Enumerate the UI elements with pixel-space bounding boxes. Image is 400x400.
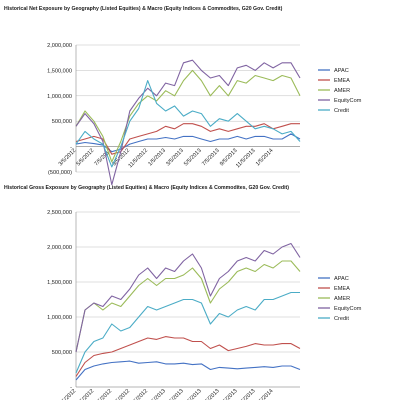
series-line-apac [75,360,301,381]
x-tick-label: 3/5/2012 [58,388,78,400]
legend-label: EquityCom [334,306,362,312]
x-tick-label: 7/5/2012 [94,388,114,400]
y-tick-label: 500,000 [52,119,72,125]
series-line-amer [75,69,301,163]
legend-label: APAC [334,68,349,74]
x-tick-label: 11/5/2012 [128,148,150,170]
chart-title: Historical Net Exposure by Geography (Li… [4,6,283,12]
legend-label: EMEA [334,286,350,292]
series-line-equitycom [75,242,301,353]
series-line-apac [75,133,301,153]
x-tick-label: 11/5/2013 [235,388,257,400]
x-tick-label: 5/5/2012 [76,388,96,400]
x-tick-label: 3/5/2012 [58,148,78,168]
net-exposure-chart: Historical Net Exposure by Geography (Li… [4,6,362,186]
y-tick-label: 1,500,000 [47,68,72,74]
series-line-emea [75,336,301,377]
y-tick-label: - [70,145,72,151]
x-tick-label: 3/5/2013 [165,148,185,168]
x-tick-label: 11/5/2013 [235,148,257,170]
x-tick-label: 7/5/2013 [201,148,221,168]
y-tick-label: 1,000,000 [47,315,72,321]
x-tick-label: 1/5/2014 [255,388,275,400]
series-line-equitycom [75,59,301,186]
legend-label: Credit [334,316,349,322]
chart-title: Historical Gross Exposure by Geography (… [4,185,289,191]
series-line-emea [75,123,300,155]
x-tick-label: 5/5/2012 [76,148,96,168]
y-tick-label: 2,000,000 [47,245,72,251]
series-line-amer [75,260,301,353]
x-tick-label: 1/5/2014 [255,148,275,168]
y-tick-label: 2,000,000 [47,43,72,49]
y-tick-label: 2,500,000 [47,210,72,216]
y-tick-label: 1,000,000 [47,94,72,100]
gross-exposure-chart: Historical Gross Exposure by Geography (… [0,185,400,400]
x-tick-label: 1/5/2013 [147,388,167,400]
series-line-credit [75,80,301,168]
x-tick-label: 1/5/2013 [147,148,167,168]
legend-label: Credit [334,108,349,114]
gross-exposure-plot: - 500,000 1,000,000 1,500,000 2,000,000 2,500… [47,210,362,400]
legend-label: APAC [334,276,349,282]
x-tick-label: 7/5/2013 [201,388,221,400]
x-tick-label: 3/5/2013 [165,388,185,400]
series-line-credit [75,291,300,374]
net-exposure-plot: (500,000) - 500,000 1,000,000 1,500,000 2,000… [47,43,362,186]
legend-label: EMEA [334,78,350,84]
y-tick-label: - [70,385,72,391]
legend-label: EquityCom [334,98,362,104]
x-tick-label: 9/5/2012 [112,388,132,400]
x-tick-label: 9/5/2013 [219,388,239,400]
x-tick-label: 5/5/2013 [183,148,203,168]
legend-label: AMER [334,296,350,302]
y-tick-label: 500,000 [52,350,72,356]
x-tick-label: 5/5/2013 [183,388,203,400]
legend-label: AMER [334,88,350,94]
x-tick-label: 11/5/2012 [128,388,150,400]
y-tick-label: (500,000) [48,170,72,176]
y-tick-label: 1,500,000 [47,280,72,286]
